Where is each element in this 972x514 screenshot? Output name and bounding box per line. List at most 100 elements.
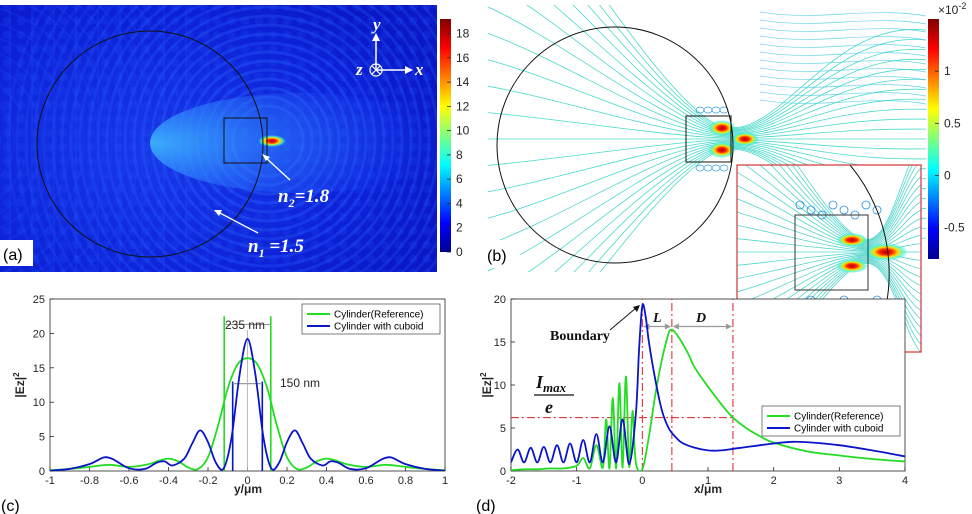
- e-label: e: [545, 397, 553, 417]
- y-tick-label: 0: [39, 466, 45, 478]
- inset-contour-line: [737, 225, 921, 251]
- x-tick-label: -0.8: [80, 475, 99, 487]
- contour-line: [487, 141, 926, 219]
- colorbar-b-tick-label: 1: [944, 64, 951, 78]
- coordinate-axes-indicator: y x z: [355, 15, 424, 79]
- inset-contour-line: [737, 255, 921, 306]
- x-tick-label: 0: [639, 475, 645, 487]
- contour-line: [487, 33, 926, 136]
- y-tick-label: 15: [33, 363, 45, 375]
- colorbar-a-tick-label: 14: [456, 75, 470, 89]
- inset-contour-loop: [806, 205, 816, 215]
- contour-line: [759, 35, 926, 41]
- legend-entry: Cylinder with cuboid: [334, 322, 424, 333]
- axis-x-label: x: [414, 60, 424, 79]
- contour-line: [759, 43, 926, 49]
- series-lines-c: [50, 338, 445, 471]
- n2-arrowhead: [262, 154, 270, 161]
- panel-c-line-chart: -1 -0.8 -0.6 -0.4 -0.2 0 0.2 0.4 0.6 0.8 105101520…: [1, 294, 448, 514]
- x-tick-label: -2: [506, 475, 516, 487]
- contour-line: [759, 59, 926, 65]
- distance-arrowhead: [664, 323, 671, 330]
- y-tick-label: 20: [494, 294, 506, 306]
- contour-line: [759, 91, 926, 97]
- width-label-150: 150 nm: [280, 376, 320, 390]
- n2-arrow: [264, 156, 291, 181]
- imax-label: Imax: [535, 372, 567, 395]
- legend-entry: Cylinder(Reference): [794, 412, 883, 423]
- contour-line: [759, 83, 926, 89]
- contour-line: [608, 5, 926, 129]
- y-tick-label: 5: [39, 432, 45, 444]
- x-tick-label: 2: [771, 475, 777, 487]
- contour-line: [759, 67, 926, 73]
- inset-contour-loop: [861, 200, 871, 210]
- n1-arrow: [217, 211, 259, 234]
- axis-ticks-d: -2 -1 0 1 2 3 4 0 5 10 15 20: [494, 294, 908, 487]
- cylinder-outline-b: [496, 26, 734, 264]
- distance-arrowhead: [672, 323, 679, 330]
- x-tick-label: 0: [244, 475, 250, 487]
- panel-d-label: (d): [476, 498, 496, 514]
- x-tick-label: 0.8: [398, 475, 413, 487]
- contour-line: [598, 5, 926, 130]
- y-tick-label: 10: [33, 397, 45, 409]
- contour-line: [553, 5, 926, 132]
- cylinder-outline: [36, 30, 264, 258]
- x-tick-label: 1: [442, 475, 448, 487]
- y-tick-label: 25: [33, 294, 45, 306]
- contour-line: [487, 140, 926, 193]
- contour-hotspot-bottom: [708, 142, 736, 158]
- colorbar-b-tick-label: 0: [944, 169, 951, 183]
- legend-d: Cylinder(Reference)Cylinder with cuboid: [761, 405, 901, 437]
- contour-hotspot-center: [731, 132, 759, 146]
- x-tick-label: -1: [45, 475, 55, 487]
- colorbar-a-tick-label: 18: [456, 27, 470, 41]
- inset-contour-line: [737, 253, 921, 279]
- colorbar-b: [928, 19, 939, 259]
- colorbar-a-tick-label: 12: [456, 99, 470, 113]
- legend-entry: Cylinder(Reference): [334, 310, 423, 321]
- series-line-cuboid: [50, 338, 445, 471]
- contour-loop: [719, 164, 729, 172]
- inset-hotspot-bottom: [836, 259, 868, 273]
- colorbar-a-tick-label: 6: [456, 172, 463, 186]
- colorbar-b-tick-label: 0.5: [944, 116, 961, 130]
- x-tick-label: 3: [836, 475, 842, 487]
- contour-line: [487, 139, 926, 166]
- colorbar-a-ticks: 18 16 14 12 10 8 6 4 2 0: [447, 27, 470, 259]
- legend-box: [761, 405, 901, 437]
- colorbar-b-tick-label: -0.5: [944, 221, 965, 235]
- series-line-reference: [50, 357, 445, 471]
- contour-line: [759, 19, 926, 25]
- colorbar-b-exponent: ×10-2: [938, 1, 966, 17]
- width-label-235: 235 nm: [225, 318, 265, 332]
- inset-contour-line: [737, 254, 921, 293]
- y-tick-label: 10: [494, 380, 506, 392]
- x-tick-label: -0.6: [120, 475, 139, 487]
- contour-line: [759, 75, 926, 81]
- boundary-label: Boundary: [550, 329, 610, 344]
- plot-area-d: [510, 298, 906, 472]
- inset-contour-line: [737, 211, 921, 250]
- inset-contour-loop: [828, 200, 838, 210]
- contour-line: [759, 99, 926, 105]
- legend-box: [301, 303, 441, 335]
- colorbar-a-tick-label: 10: [456, 124, 470, 138]
- inset-contour-loop: [872, 205, 882, 215]
- x-tick-label: -0.2: [199, 475, 218, 487]
- series-line-cuboid: [511, 303, 905, 466]
- x-tick-label: -1: [572, 475, 582, 487]
- cuboid-outline: [223, 117, 268, 164]
- series-lines-d: [511, 303, 905, 471]
- y-tick-label: 15: [494, 337, 506, 349]
- series-line-reference: [511, 328, 905, 471]
- axis-ticks-c: -1 -0.8 -0.6 -0.4 -0.2 0 0.2 0.4 0.6 0.8 105101520…: [33, 294, 448, 487]
- boundary-arrowhead: [633, 305, 640, 312]
- distance-arrowhead: [725, 323, 732, 330]
- x-tick-label: 0.4: [319, 475, 334, 487]
- y-tick-label: 5: [500, 423, 506, 435]
- contour-line: [759, 27, 926, 33]
- colorbar-a-tick-label: 16: [456, 51, 470, 65]
- x-tick-label: -0.4: [159, 475, 178, 487]
